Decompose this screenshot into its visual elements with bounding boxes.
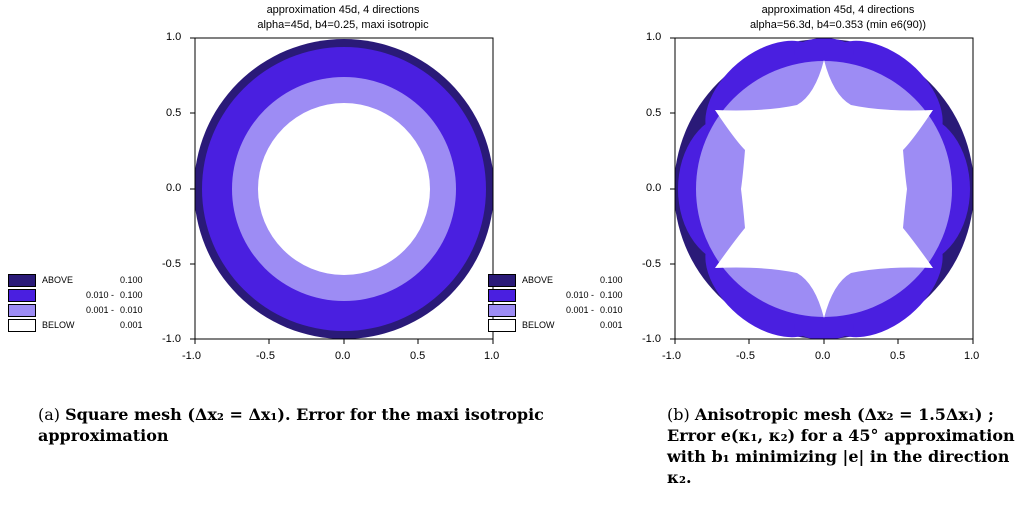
legend-row: ABOVE 0.100 — [488, 274, 638, 289]
x-tick: 1.0 — [964, 350, 980, 362]
caption-a: (a) Square mesh (Δx₂ = Δx₁). Error for t… — [38, 404, 563, 446]
legend-row: 0.010 - 0.100 — [488, 289, 638, 304]
legend-label: BELOW — [522, 320, 555, 330]
legend-row: 0.010 - 0.100 — [8, 289, 158, 304]
x-tick: -0.5 — [256, 350, 275, 362]
legend-high: 0.001 — [600, 320, 623, 330]
region-below — [258, 103, 430, 275]
figure-panel-a: approximation 45d, 4 directions alpha=45… — [8, 4, 544, 445]
y-tick: 1.0 — [166, 31, 182, 43]
legend: ABOVE 0.100 0.010 - 0.100 0.001 - 0.010 … — [488, 274, 638, 334]
y-tick: 1.0 — [646, 31, 662, 43]
x-tick: -1.0 — [662, 350, 681, 362]
legend-swatch — [8, 274, 36, 287]
legend-high: 0.100 — [120, 275, 143, 285]
y-tick: 0.5 — [646, 107, 662, 119]
legend-label: ABOVE — [522, 275, 554, 285]
legend-swatch — [8, 289, 36, 302]
legend: ABOVE 0.100 0.010 - 0.100 0.001 - 0.010 … — [8, 274, 158, 334]
legend-swatch — [8, 319, 36, 332]
x-tick: 0.5 — [890, 350, 906, 362]
x-tick: 1.0 — [484, 350, 500, 362]
contour-plot-b — [670, 37, 974, 344]
y-tick: 0.0 — [646, 182, 662, 194]
caption-text: Square mesh (Δx₂ = Δx₁). Error for the m… — [38, 405, 544, 445]
legend-row: 0.001 - 0.010 — [8, 304, 158, 319]
legend-row: BELOW 0.001 — [488, 319, 638, 334]
x-tick: 0.0 — [335, 350, 351, 362]
caption-b: (b) Anisotropic mesh (Δx₂ = 1.5Δx₁) ; Er… — [667, 404, 1027, 488]
legend-low: 0.001 - — [565, 305, 594, 315]
x-tick: -0.5 — [736, 350, 755, 362]
legend-row: BELOW 0.001 — [8, 319, 158, 334]
plot-title-line2: alpha=45d, b4=0.25, maxi isotropic — [257, 19, 429, 31]
legend-low: 0.010 - — [565, 290, 594, 300]
x-tick: 0.0 — [815, 350, 831, 362]
legend-swatch — [488, 304, 516, 317]
plot-title-line2: alpha=56.3d, b4=0.353 (min e6(90)) — [749, 19, 927, 31]
y-tick: -1.0 — [162, 333, 181, 345]
legend-label: BELOW — [42, 320, 75, 330]
legend-swatch — [488, 274, 516, 287]
region-below — [715, 60, 933, 318]
x-tick: 0.5 — [410, 350, 426, 362]
y-tick: -1.0 — [642, 333, 661, 345]
legend-low: 0.001 - — [85, 305, 114, 315]
legend-high: 0.010 — [120, 305, 143, 315]
figure-panel-b: approximation 45d, 4 directions alpha=56… — [488, 0, 1030, 506]
legend-high: 0.100 — [600, 275, 623, 285]
legend-swatch — [488, 319, 516, 332]
legend-high: 0.001 — [120, 320, 143, 330]
y-tick: 0.0 — [166, 182, 182, 194]
y-tick: -0.5 — [162, 258, 181, 270]
y-tick: 0.5 — [166, 107, 182, 119]
legend-high: 0.010 — [600, 305, 623, 315]
caption-label: (a) — [38, 405, 61, 424]
caption-label: (b) — [667, 405, 690, 424]
legend-row: ABOVE 0.100 — [8, 274, 158, 289]
caption-text: Anisotropic mesh (Δx₂ = 1.5Δx₁) ; Error … — [667, 405, 1015, 487]
legend-label: ABOVE — [42, 275, 74, 285]
plot-title-line1: approximation 45d, 4 directions — [266, 4, 420, 16]
contour-plot-a — [190, 37, 494, 344]
legend-high: 0.100 — [600, 290, 623, 300]
x-tick: -1.0 — [182, 350, 201, 362]
legend-high: 0.100 — [120, 290, 143, 300]
legend-row: 0.001 - 0.010 — [488, 304, 638, 319]
legend-swatch — [488, 289, 516, 302]
y-tick: -0.5 — [642, 258, 661, 270]
legend-swatch — [8, 304, 36, 317]
plot-title-line1: approximation 45d, 4 directions — [761, 4, 915, 16]
legend-low: 0.010 - — [85, 290, 114, 300]
